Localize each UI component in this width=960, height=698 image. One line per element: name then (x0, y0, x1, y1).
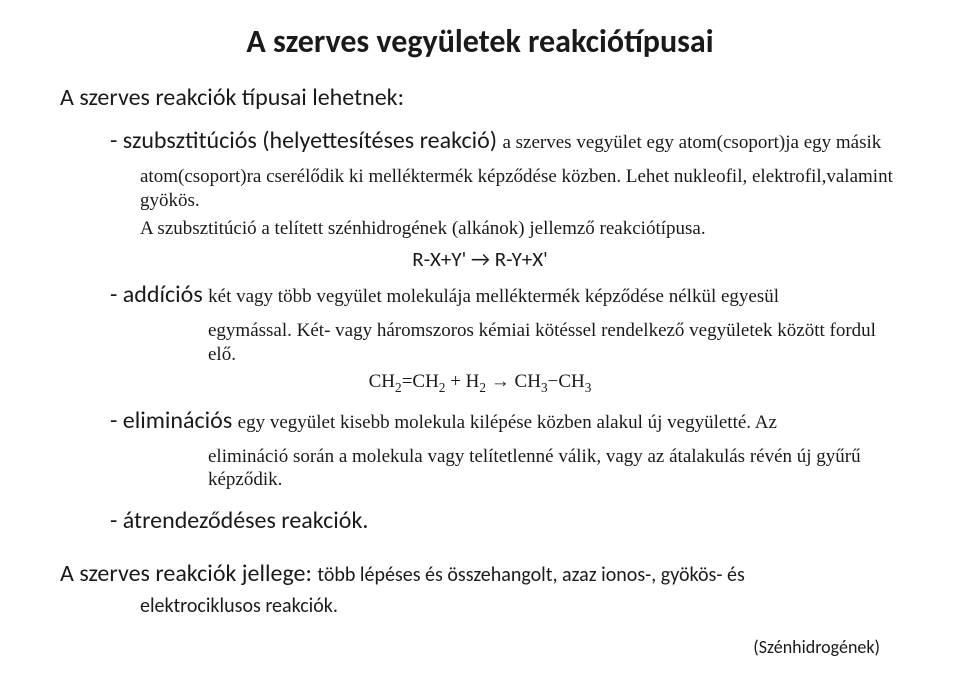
bullet-dash: - (110, 126, 123, 155)
term-addition: addíciós (123, 280, 208, 309)
list-item: - eliminációs egy vegyület kisebb moleku… (60, 406, 900, 435)
equation-substitution: R-X+Y' → R-Y+X' (60, 246, 900, 272)
desc-text: egy vegyület kisebb molekula kilépése kö… (238, 412, 777, 433)
subline-text: A szubsztitúció a telített szénhidrogéne… (60, 217, 900, 241)
closing-rest: több lépéses és összehangolt, azaz ionos… (317, 563, 744, 587)
term-elimination: eliminációs (123, 406, 238, 435)
bullet-dash: - (110, 406, 123, 435)
closing-lead: A szerves reakciók jellege: (60, 559, 317, 588)
term-rearrangement: - átrendeződéses reakciók. (60, 506, 900, 535)
subline-text: atom(csoport)ra cserélődik ki mellékterm… (60, 165, 900, 213)
intro-text: A szerves reakciók típusai lehetnek: (60, 83, 900, 112)
closing-line: A szerves reakciók jellege: több lépéses… (60, 559, 900, 588)
closing-subline: elektrociklusos reakciók. (60, 594, 900, 618)
subline-text: elimináció során a molekula vagy telítet… (60, 445, 900, 493)
desc-text: a szerves vegyület egy atom(csoport)ja e… (502, 132, 881, 153)
equation-addition: CH2=CH2 + H2 → CH3−CH3 (60, 371, 900, 396)
subline-text: egymással. Két- vagy háromszoros kémiai … (60, 319, 900, 367)
bullet-dash: - (110, 280, 123, 309)
page-title: A szerves vegyületek reakciótípusai (60, 22, 900, 61)
desc-text: két vagy több vegyület molekulája mellék… (208, 286, 779, 307)
list-item: - addíciós két vagy több vegyület moleku… (60, 280, 900, 309)
term-substitution: szubsztitúciós (helyettesítéses reakció) (123, 126, 503, 155)
footer-text: (Szénhidrogének) (60, 636, 900, 658)
list-item: - szubsztitúciós (helyettesítéses reakci… (60, 126, 900, 155)
